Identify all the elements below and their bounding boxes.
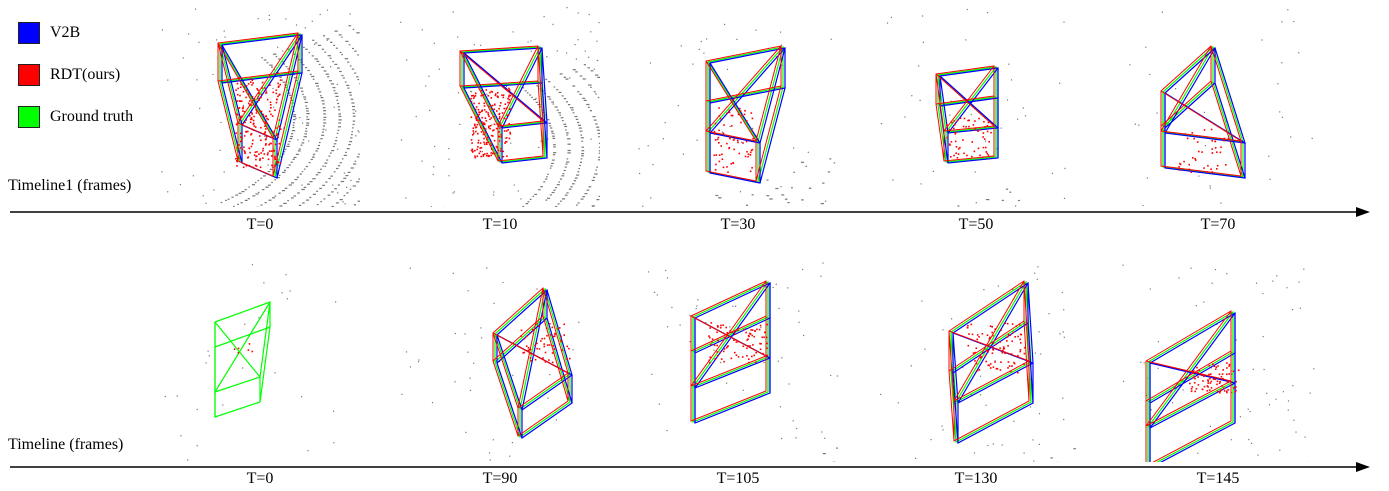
frame-label-r2-4: T=145: [1196, 470, 1240, 487]
legend-item-rdt: RDT(ours): [18, 64, 133, 86]
frame-label-r1-4: T=70: [1200, 216, 1236, 233]
lidar-points: [400, 7, 600, 207]
point-cloud-panel-r2-t105: [647, 262, 838, 462]
lidar-points: [401, 267, 580, 461]
legend: V2B RDT(ours) Ground truth: [18, 22, 133, 148]
point-cloud-panel-r2-t145: [1122, 264, 1315, 462]
legend-label-v2b: V2B: [50, 24, 81, 41]
legend-label-rdt: RDT(ours): [50, 66, 121, 83]
lidar-points: [880, 8, 1066, 207]
timeline1-axis: [10, 207, 1370, 217]
point-cloud-panel-r2-t130: [880, 266, 1076, 462]
frame-label-r1-3: T=50: [958, 216, 994, 233]
point-cloud-panel-r1-t70: [1129, 9, 1313, 207]
legend-item-ground-truth: Ground truth: [18, 106, 133, 128]
lidar-points: [164, 264, 337, 461]
lidar-points: [638, 23, 836, 207]
point-cloud-panel-r1-t10: [400, 7, 600, 207]
frame-label-r1-1: T=10: [482, 216, 518, 233]
point-cloud-panel-r1-t30: [638, 23, 836, 207]
point-cloud-panel-r1-t50: [880, 8, 1066, 207]
legend-swatch-v2b: [18, 22, 40, 44]
timeline2-label: Timeline (frames): [8, 436, 124, 453]
legend-swatch-ground-truth: [18, 106, 40, 128]
frame-label-r1-2: T=30: [720, 216, 756, 233]
timeline1-label: Timeline1 (frames): [8, 177, 132, 194]
point-cloud-panel-r2-t0: [164, 264, 337, 461]
lidar-points: [1129, 9, 1313, 207]
frame-label-r2-1: T=90: [482, 470, 518, 487]
frame-label-r2-3: T=130: [954, 470, 998, 487]
legend-item-v2b: V2B: [18, 22, 133, 44]
lidar-points: [647, 262, 838, 462]
point-cloud-panel-r2-t90: [401, 267, 580, 461]
frame-label-r2-0: T=0: [246, 470, 274, 487]
legend-label-ground-truth: Ground truth: [50, 108, 134, 125]
timeline2-axis: [10, 462, 1370, 472]
frame-label-r1-0: T=0: [246, 216, 274, 233]
lidar-points: [161, 8, 360, 207]
frame-label-r2-2: T=105: [716, 470, 760, 487]
point-cloud-panel-r1-t0: [161, 8, 360, 207]
legend-swatch-rdt: [18, 64, 40, 86]
